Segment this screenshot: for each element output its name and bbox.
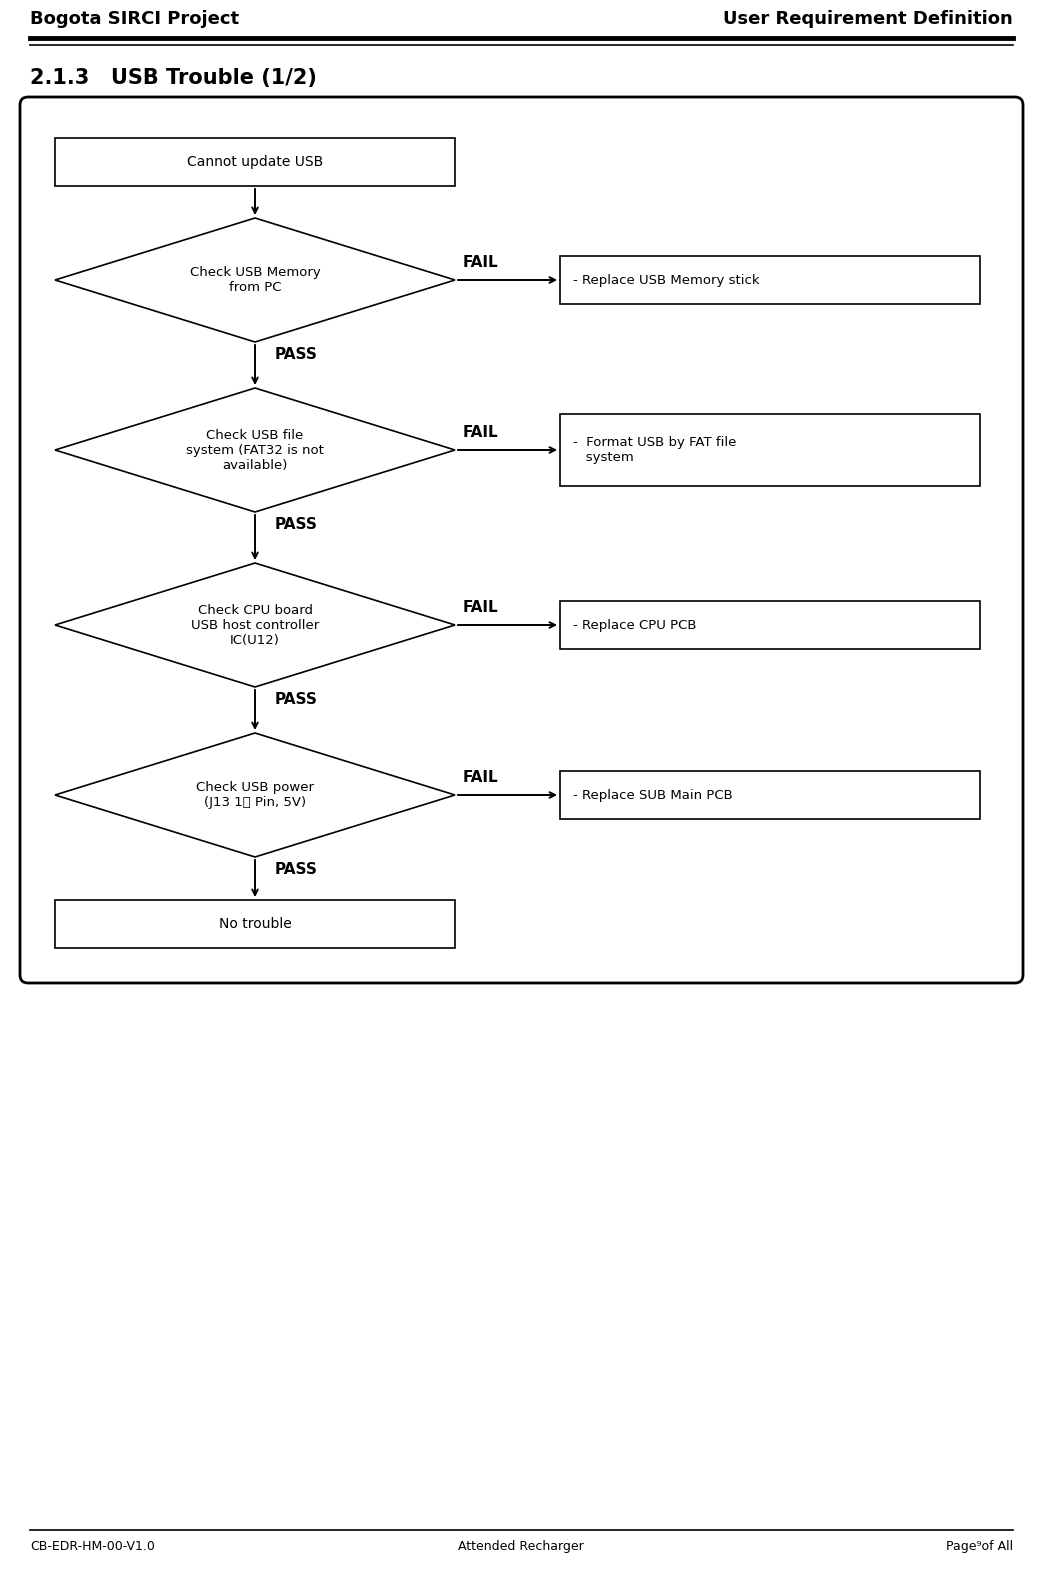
Text: -  Format USB by FAT file
   system: - Format USB by FAT file system bbox=[573, 437, 736, 463]
Text: Check CPU board
USB host controller
IC(U12): Check CPU board USB host controller IC(U… bbox=[191, 604, 319, 646]
Text: 2.1.3   USB Trouble (1/2): 2.1.3 USB Trouble (1/2) bbox=[30, 68, 317, 88]
Text: FAIL: FAIL bbox=[463, 255, 499, 269]
Text: No trouble: No trouble bbox=[219, 917, 291, 931]
Text: FAIL: FAIL bbox=[463, 426, 499, 440]
Text: Page⁹of All: Page⁹of All bbox=[946, 1540, 1013, 1552]
FancyBboxPatch shape bbox=[20, 98, 1023, 983]
Polygon shape bbox=[55, 388, 455, 512]
Text: - Replace CPU PCB: - Replace CPU PCB bbox=[573, 618, 697, 632]
Bar bbox=[560, 255, 980, 304]
Polygon shape bbox=[55, 563, 455, 687]
Text: FAIL: FAIL bbox=[463, 771, 499, 785]
Text: PASS: PASS bbox=[275, 692, 318, 708]
Text: - Replace SUB Main PCB: - Replace SUB Main PCB bbox=[573, 788, 733, 802]
Text: User Requirement Definition: User Requirement Definition bbox=[723, 9, 1013, 28]
Polygon shape bbox=[55, 733, 455, 857]
Bar bbox=[560, 414, 980, 485]
Text: Cannot update USB: Cannot update USB bbox=[187, 154, 323, 169]
Text: Bogota SIRCI Project: Bogota SIRCI Project bbox=[30, 9, 239, 28]
Text: PASS: PASS bbox=[275, 517, 318, 533]
Text: Check USB power
(J13 1번 Pin, 5V): Check USB power (J13 1번 Pin, 5V) bbox=[196, 782, 314, 808]
Text: PASS: PASS bbox=[275, 862, 318, 876]
Bar bbox=[55, 139, 455, 186]
Bar bbox=[55, 900, 455, 949]
Text: CB-EDR-HM-00-V1.0: CB-EDR-HM-00-V1.0 bbox=[30, 1540, 154, 1552]
Polygon shape bbox=[55, 217, 455, 342]
Text: PASS: PASS bbox=[275, 347, 318, 362]
Text: Check USB file
system (FAT32 is not
available): Check USB file system (FAT32 is not avai… bbox=[186, 429, 324, 471]
Bar bbox=[560, 771, 980, 820]
Text: Attended Recharger: Attended Recharger bbox=[458, 1540, 584, 1552]
Text: FAIL: FAIL bbox=[463, 600, 499, 615]
Bar bbox=[560, 600, 980, 649]
Text: - Replace USB Memory stick: - Replace USB Memory stick bbox=[573, 274, 759, 287]
Text: Check USB Memory
from PC: Check USB Memory from PC bbox=[190, 266, 320, 295]
